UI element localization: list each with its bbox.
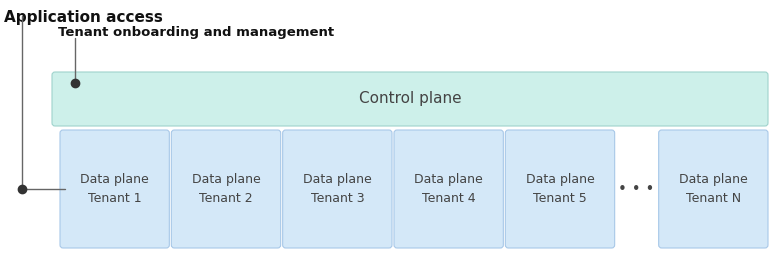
Text: Data plane
Tenant 3: Data plane Tenant 3 [303,173,372,205]
Text: Data plane
Tenant 4: Data plane Tenant 4 [414,173,483,205]
Text: Control plane: Control plane [359,92,461,107]
Text: Data plane
Tenant N: Data plane Tenant N [679,173,748,205]
FancyBboxPatch shape [282,130,392,248]
Text: Data plane
Tenant 2: Data plane Tenant 2 [192,173,261,205]
FancyBboxPatch shape [60,130,169,248]
FancyBboxPatch shape [505,130,615,248]
Text: Tenant onboarding and management: Tenant onboarding and management [58,26,334,39]
Text: Data plane
Tenant 1: Data plane Tenant 1 [80,173,149,205]
FancyBboxPatch shape [394,130,504,248]
Text: • • •: • • • [618,181,655,197]
FancyBboxPatch shape [659,130,768,248]
Text: Data plane
Tenant 5: Data plane Tenant 5 [525,173,594,205]
Text: Application access: Application access [4,10,163,25]
FancyBboxPatch shape [52,72,768,126]
FancyBboxPatch shape [171,130,281,248]
